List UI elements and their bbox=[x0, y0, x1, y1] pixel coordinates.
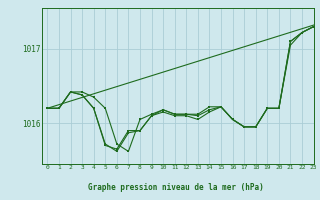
Text: Graphe pression niveau de la mer (hPa): Graphe pression niveau de la mer (hPa) bbox=[88, 183, 264, 192]
